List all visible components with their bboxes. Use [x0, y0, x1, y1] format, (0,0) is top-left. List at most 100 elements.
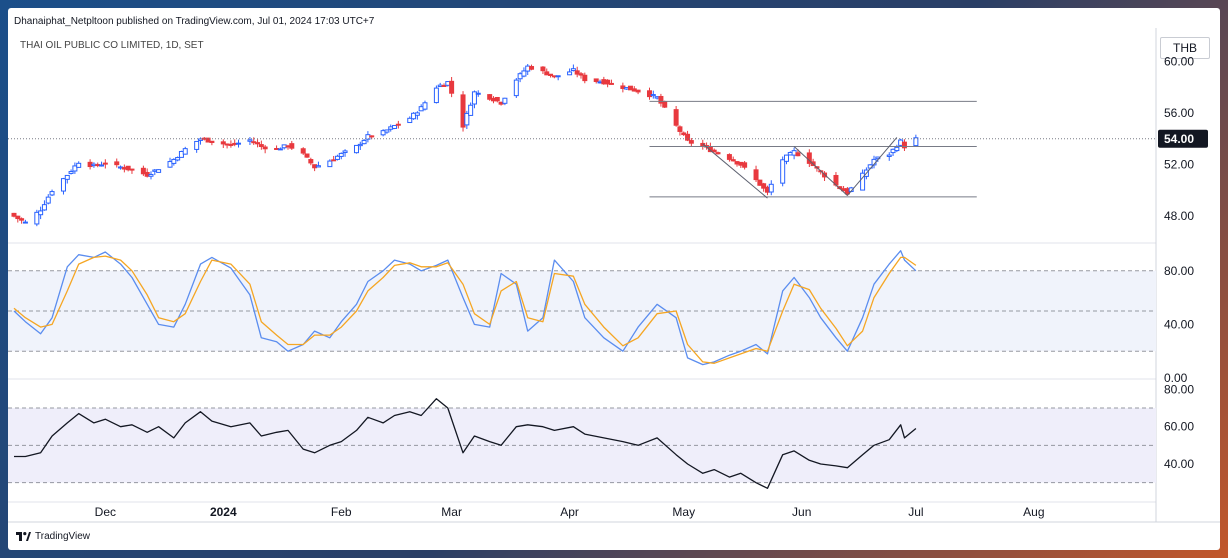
- candle-body: [182, 148, 188, 155]
- candle-body: [277, 148, 283, 151]
- candle-body: [220, 141, 226, 145]
- candle-body: [593, 78, 599, 83]
- stochastic-tick-label: 80.00: [1164, 264, 1194, 278]
- candle-body: [894, 146, 900, 152]
- stochastic-k-line: [13, 250, 917, 366]
- candle-body: [76, 162, 82, 168]
- candle-body: [487, 94, 493, 100]
- candle-body: [471, 91, 477, 105]
- rsi-tick-label: 80.00: [1164, 382, 1194, 396]
- candle-body: [361, 139, 367, 145]
- candle-body: [342, 150, 348, 154]
- candle-body: [38, 210, 44, 216]
- candle-body: [726, 154, 732, 160]
- price-tick-label: 52.00: [1164, 158, 1194, 172]
- candle-body: [125, 165, 131, 171]
- candle-body: [175, 157, 181, 161]
- candlestick-series: [11, 64, 919, 227]
- stochastic-tick-label: 0.00: [1164, 371, 1188, 385]
- candle-body: [646, 90, 652, 98]
- candle-body: [414, 112, 420, 116]
- stochastic-d-line: [13, 255, 917, 364]
- candle-body: [353, 144, 359, 154]
- candle-body: [449, 80, 455, 94]
- candle-body: [757, 179, 763, 186]
- chart-canvas[interactable]: 48.00 52.00 56.00 60.00 54.00 0.00 40.00 80.00 4…: [8, 8, 1220, 550]
- candle-body: [300, 148, 306, 154]
- brand-label: TradingView: [35, 531, 91, 542]
- candle-body: [464, 112, 470, 126]
- candle-body: [22, 221, 28, 224]
- candle-body: [608, 82, 614, 85]
- candle-body: [707, 146, 713, 153]
- rsi-rsi-line: [14, 398, 917, 489]
- stochastic-tick-label: 40.00: [1164, 317, 1194, 331]
- candle-body: [411, 112, 417, 120]
- candle-body: [570, 68, 576, 72]
- candle-body: [331, 159, 337, 162]
- candle-body: [49, 191, 55, 196]
- candle-body: [521, 70, 527, 77]
- candle-body: [247, 139, 253, 142]
- candle-body: [433, 87, 439, 104]
- candle-body: [167, 161, 173, 168]
- candle-body: [357, 143, 363, 147]
- candle-body: [780, 159, 786, 184]
- time-tick-label: Apr: [560, 505, 579, 519]
- last-price-badge: [1158, 129, 1208, 148]
- time-tick-label: Jun: [792, 505, 811, 519]
- candle-body: [548, 73, 554, 76]
- candle-body: [384, 129, 390, 133]
- candle-body: [209, 140, 215, 143]
- candle-body: [761, 183, 767, 189]
- candle-body: [494, 96, 500, 102]
- candle-body: [392, 124, 398, 129]
- candle-body: [19, 218, 25, 221]
- candle-body: [380, 130, 386, 136]
- diagonal-trendline: [793, 146, 848, 196]
- candle-body: [783, 154, 789, 162]
- candle-body: [338, 152, 344, 157]
- currency-button[interactable]: THB: [1160, 37, 1210, 59]
- candle-body: [258, 144, 264, 148]
- candle-body: [730, 159, 736, 162]
- candle-body: [460, 94, 466, 128]
- candle-body: [441, 84, 447, 87]
- rsi-tick-label: 60.00: [1164, 420, 1194, 434]
- candle-body: [15, 215, 21, 220]
- candle-body: [544, 71, 550, 76]
- candle-body: [627, 85, 633, 91]
- candle-body: [308, 159, 314, 164]
- chart-frame: Dhanaiphat_Netpltoon published on Tradin…: [8, 8, 1220, 550]
- candle-body: [658, 95, 664, 104]
- last-price-label: 54.00: [1164, 132, 1194, 146]
- candle-body: [45, 196, 51, 204]
- candle-body: [555, 75, 561, 78]
- candle-body: [194, 140, 200, 150]
- candle-body: [685, 133, 691, 141]
- tradingview-logo-icon: [16, 531, 31, 541]
- time-tick-label: 2024: [210, 505, 237, 519]
- candle-body: [711, 149, 717, 153]
- candle-body: [768, 183, 774, 193]
- time-tick-label: May: [672, 505, 695, 519]
- candle-body: [574, 70, 580, 75]
- candle-body: [913, 137, 919, 147]
- rsi-tick-label: 40.00: [1164, 457, 1194, 471]
- candle-body: [578, 73, 584, 76]
- candle-body: [582, 74, 588, 82]
- candle-body: [72, 165, 78, 172]
- candle-body: [369, 135, 375, 138]
- candle-body: [255, 142, 261, 145]
- time-tick-label: Aug: [1023, 505, 1044, 519]
- candle-body: [795, 152, 801, 157]
- candle-body: [129, 168, 135, 171]
- time-tick-label: Feb: [331, 505, 352, 519]
- candle-body: [327, 160, 333, 168]
- candle-body: [60, 178, 66, 192]
- candle-body: [148, 173, 154, 177]
- candle-body: [140, 167, 146, 175]
- time-tick-label: Jul: [908, 505, 923, 519]
- tradingview-brand[interactable]: TradingView: [16, 531, 90, 542]
- symbol-title: THAI OIL PUBLIC CO LIMITED, 1D, SET: [20, 40, 204, 51]
